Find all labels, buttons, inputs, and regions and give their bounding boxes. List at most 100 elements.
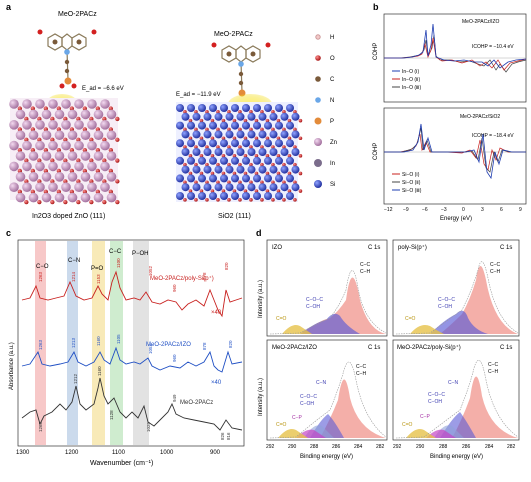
slab-atom-o bbox=[115, 116, 120, 122]
slab-atom-o bbox=[260, 198, 264, 202]
svg-text:1214: 1214 bbox=[71, 271, 76, 282]
svg-text:poly-Si(p⁺): poly-Si(p⁺) bbox=[398, 244, 427, 251]
slab-atom-o bbox=[249, 180, 253, 185]
panel-b: b COHP COHP MeO-2PACz/IZO ICOHP = −10.4 … bbox=[373, 2, 527, 222]
slab-atom-o bbox=[276, 118, 281, 123]
panel-b-letter: b bbox=[373, 2, 379, 12]
svg-text:1105: 1105 bbox=[116, 334, 121, 344]
band-label-c-c: C−C bbox=[109, 249, 122, 255]
svg-text:C−P: C−P bbox=[420, 414, 431, 420]
svg-text:949: 949 bbox=[172, 394, 177, 402]
slab-atom bbox=[48, 120, 58, 130]
band-c-n bbox=[67, 241, 78, 445]
svg-text:C−OH: C−OH bbox=[300, 401, 314, 407]
slab-atom bbox=[41, 151, 52, 161]
caption-left: In2O3 doped ZnO (111) bbox=[32, 213, 105, 220]
slab-atom bbox=[187, 104, 195, 112]
slab-atom-o bbox=[298, 118, 303, 123]
slab-atom bbox=[100, 161, 110, 172]
svg-text:Zn: Zn bbox=[330, 140, 337, 146]
svg-text:C−P: C−P bbox=[292, 415, 303, 421]
slab-atom-o bbox=[210, 154, 215, 158]
slab-atom bbox=[15, 109, 26, 120]
legend-in: In bbox=[314, 159, 335, 167]
energy-label-right: E_ad = −11.9 eV bbox=[176, 92, 221, 98]
slab-atom bbox=[236, 112, 245, 121]
svg-text:3: 3 bbox=[481, 207, 484, 213]
slab-atom bbox=[187, 156, 195, 165]
svg-text:1153: 1153 bbox=[96, 274, 101, 284]
slab-atom-o bbox=[232, 118, 237, 123]
cohp-top-curve-3 bbox=[384, 34, 527, 73]
slab-atom bbox=[275, 139, 283, 148]
slab-atom-o bbox=[216, 145, 220, 149]
slab-atom-o bbox=[287, 171, 292, 176]
slab-atom-o bbox=[188, 171, 193, 176]
svg-text:292: 292 bbox=[393, 444, 402, 450]
slab-atom-o bbox=[276, 171, 281, 176]
svg-text:N: N bbox=[330, 98, 334, 104]
slab-atom-o bbox=[221, 136, 226, 141]
slab-atom bbox=[236, 183, 245, 192]
slab-atom bbox=[181, 130, 190, 139]
svg-text:284: 284 bbox=[354, 444, 363, 450]
slab-atom-o bbox=[271, 145, 275, 149]
slab-atom-o bbox=[254, 136, 259, 141]
slab-atom bbox=[28, 130, 39, 140]
svg-text:−9: −9 bbox=[403, 207, 409, 213]
slab-atom bbox=[253, 156, 261, 165]
xps-x-axis-right: 292 290 288 286 284 282 Binding energy (… bbox=[393, 444, 516, 460]
slab-atom-o bbox=[102, 199, 107, 205]
slab-atom bbox=[275, 156, 283, 165]
band-label-p-oh: P−OH bbox=[132, 251, 149, 257]
slab-atom bbox=[275, 104, 283, 112]
svg-text:C 1s: C 1s bbox=[500, 345, 512, 351]
series-label-izo: MeO-2PACz/IZO bbox=[146, 342, 191, 348]
slab-atom bbox=[231, 192, 239, 200]
slab-atom bbox=[280, 148, 289, 156]
svg-text:C−C: C−C bbox=[360, 262, 371, 268]
svg-text:MeO-2PACz/IZO: MeO-2PACz/IZO bbox=[272, 345, 317, 351]
slab-atom bbox=[22, 140, 32, 151]
slab-atom-o bbox=[216, 110, 220, 114]
slab-atom-o bbox=[249, 145, 253, 149]
slab-atom bbox=[80, 151, 91, 161]
svg-text:1263: 1263 bbox=[38, 421, 43, 432]
slab-atom bbox=[61, 99, 71, 109]
ftir-x-axis: 1300 1200 1100 1000 900 Wavenumber (cm⁻¹… bbox=[16, 450, 221, 467]
slab-atom-o bbox=[199, 189, 204, 193]
svg-text:1128: 1128 bbox=[109, 410, 114, 420]
slab-atom bbox=[291, 148, 300, 156]
series-mult-izo: ×40 bbox=[211, 380, 222, 386]
svg-text:Si−O (Ⅲ): Si−O (Ⅲ) bbox=[402, 188, 422, 194]
slab-atom bbox=[106, 109, 117, 120]
slab-atom bbox=[176, 192, 184, 200]
peaks-poly-si: 1263 1214 1153 1100 1052 960 878 820 bbox=[38, 258, 229, 292]
slab-atom-o bbox=[199, 118, 204, 123]
legend-zn: Zn bbox=[314, 138, 337, 146]
slab-atom-o bbox=[63, 199, 68, 205]
slab-atom-o bbox=[293, 110, 297, 114]
panel-a: a MeO-2PACz E_ad = −6.6 eV In2O3 bbox=[6, 2, 337, 220]
slab-atom bbox=[54, 172, 65, 182]
slab-atom bbox=[242, 139, 250, 148]
slab-atom-o bbox=[227, 110, 231, 114]
slab-atom-o bbox=[293, 198, 297, 202]
slab-atom bbox=[48, 99, 58, 109]
slab-atom-o bbox=[221, 118, 226, 123]
svg-text:1160: 1160 bbox=[96, 336, 101, 346]
svg-text:C−O−C: C−O−C bbox=[300, 394, 317, 400]
slab-atom bbox=[253, 139, 261, 148]
slab-atom bbox=[280, 130, 289, 139]
slab-atom bbox=[93, 130, 104, 140]
slab-atom-o bbox=[271, 127, 275, 132]
slab-atom bbox=[220, 192, 228, 200]
svg-text:878: 878 bbox=[202, 272, 207, 280]
cohp-bottom-curve-3 bbox=[384, 123, 526, 180]
legend-o: O bbox=[315, 55, 335, 62]
slab-atom-o bbox=[293, 145, 297, 149]
slab-atom bbox=[100, 120, 110, 130]
slab-atom bbox=[253, 174, 261, 183]
slab-atom-o bbox=[227, 198, 231, 202]
slab-atom bbox=[291, 183, 300, 192]
